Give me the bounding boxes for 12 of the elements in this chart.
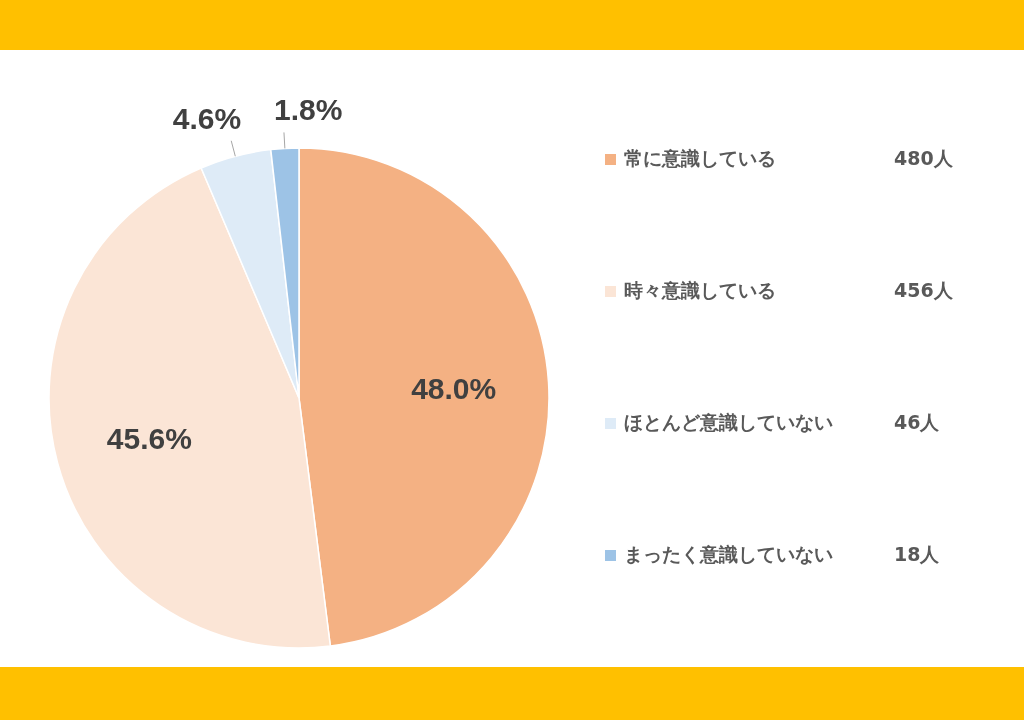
data-label: 1.8% — [273, 93, 343, 127]
legend-label: まったく意識していない — [624, 542, 834, 567]
legend-label: 常に意識している — [624, 146, 777, 171]
text: 46人 — [894, 410, 940, 435]
data-label: 4.6% — [172, 101, 242, 135]
data-label: 48.0% — [411, 371, 497, 405]
text: 456人 — [894, 278, 953, 303]
legend-label: 時々意識している — [624, 278, 777, 303]
text: 18人 — [894, 542, 940, 567]
text: 480人 — [894, 146, 953, 171]
data-label: 45.6% — [106, 421, 192, 455]
legend-label: ほとんど意識していない — [624, 410, 834, 435]
